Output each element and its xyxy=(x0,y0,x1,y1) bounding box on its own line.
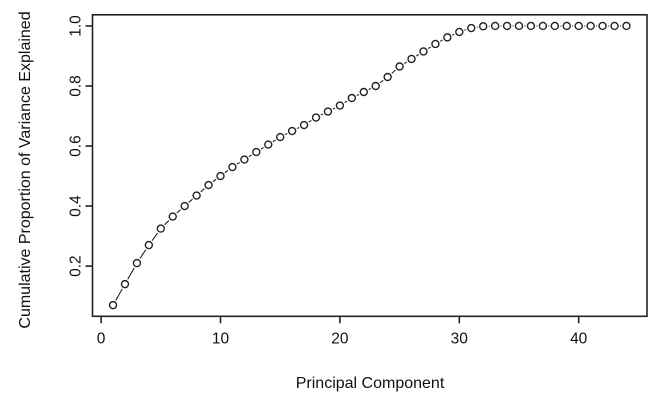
point-connector xyxy=(284,133,288,136)
data-point xyxy=(467,23,476,33)
point-connector xyxy=(415,53,420,57)
point-connector xyxy=(344,100,348,104)
data-point xyxy=(538,21,548,31)
point-connector xyxy=(320,113,324,116)
point-connector xyxy=(439,39,443,42)
data-point xyxy=(252,147,261,157)
point-connector xyxy=(379,79,384,84)
data-point xyxy=(359,87,368,97)
data-point xyxy=(395,62,404,71)
point-connector xyxy=(332,107,336,110)
point-connector xyxy=(115,288,123,301)
data-point xyxy=(264,140,273,149)
point-connector xyxy=(212,178,217,183)
point-connector xyxy=(272,139,276,143)
point-connector xyxy=(260,146,264,150)
data-point xyxy=(514,21,524,31)
point-connector xyxy=(224,169,229,174)
data-point xyxy=(455,27,464,37)
point-connector xyxy=(391,69,396,74)
data-point xyxy=(323,107,333,116)
data-point xyxy=(299,120,309,130)
data-point xyxy=(120,279,130,289)
data-point xyxy=(574,21,583,31)
data-point xyxy=(216,171,225,181)
x-tick-label: 10 xyxy=(212,330,230,347)
y-tick-label: 0.2 xyxy=(68,255,85,277)
point-connector xyxy=(127,267,135,280)
data-point xyxy=(287,126,297,136)
x-tick-label: 20 xyxy=(331,330,349,347)
data-point xyxy=(240,155,249,164)
point-connector xyxy=(308,119,312,123)
data-point xyxy=(228,162,237,172)
data-point xyxy=(204,180,213,190)
point-connector xyxy=(139,249,147,259)
data-point xyxy=(622,21,631,31)
data-point xyxy=(371,81,380,91)
x-tick-label: 40 xyxy=(570,330,588,347)
data-point xyxy=(586,21,595,31)
data-point xyxy=(550,21,560,31)
data-point xyxy=(156,224,165,233)
data-point xyxy=(431,39,440,49)
data-point xyxy=(132,258,142,268)
plot-box xyxy=(91,14,648,318)
data-point xyxy=(562,21,571,31)
x-tick-label: 30 xyxy=(451,330,469,347)
data-point xyxy=(311,113,321,122)
data-point xyxy=(443,33,452,42)
point-connector xyxy=(452,33,455,36)
y-tick-label: 0.8 xyxy=(68,75,85,97)
point-connector xyxy=(151,232,159,241)
data-point xyxy=(490,21,500,31)
data-point xyxy=(180,201,189,211)
data-point xyxy=(192,191,201,200)
point-connector xyxy=(236,162,241,165)
data-point xyxy=(168,212,177,221)
x-tick-label: 0 xyxy=(97,330,106,347)
data-point xyxy=(478,22,488,31)
point-connector xyxy=(356,93,360,97)
data-point xyxy=(502,21,512,31)
data-point xyxy=(407,54,416,64)
point-connector xyxy=(176,209,181,214)
data-point xyxy=(144,240,154,250)
data-point xyxy=(383,72,392,82)
point-connector xyxy=(427,46,432,50)
data-point xyxy=(526,21,536,31)
data-point xyxy=(598,21,607,31)
data-point xyxy=(347,93,357,103)
point-connector xyxy=(368,87,372,91)
y-tick-label: 0.4 xyxy=(68,195,85,217)
point-connector xyxy=(248,154,252,158)
data-point xyxy=(275,132,285,142)
y-axis-title: Cumulative Proportion of Variance Explai… xyxy=(17,11,34,328)
data-point xyxy=(610,21,619,31)
data-point xyxy=(335,101,345,110)
y-tick-label: 1.0 xyxy=(68,15,85,37)
y-tick-label: 0.6 xyxy=(68,135,85,157)
point-connector xyxy=(164,220,170,226)
point-connector xyxy=(188,198,193,203)
data-point xyxy=(419,47,428,56)
data-point xyxy=(108,300,118,310)
point-connector xyxy=(296,127,300,130)
point-connector xyxy=(403,61,408,65)
x-axis-title: Principal Component xyxy=(296,375,445,392)
point-connector xyxy=(200,188,205,193)
